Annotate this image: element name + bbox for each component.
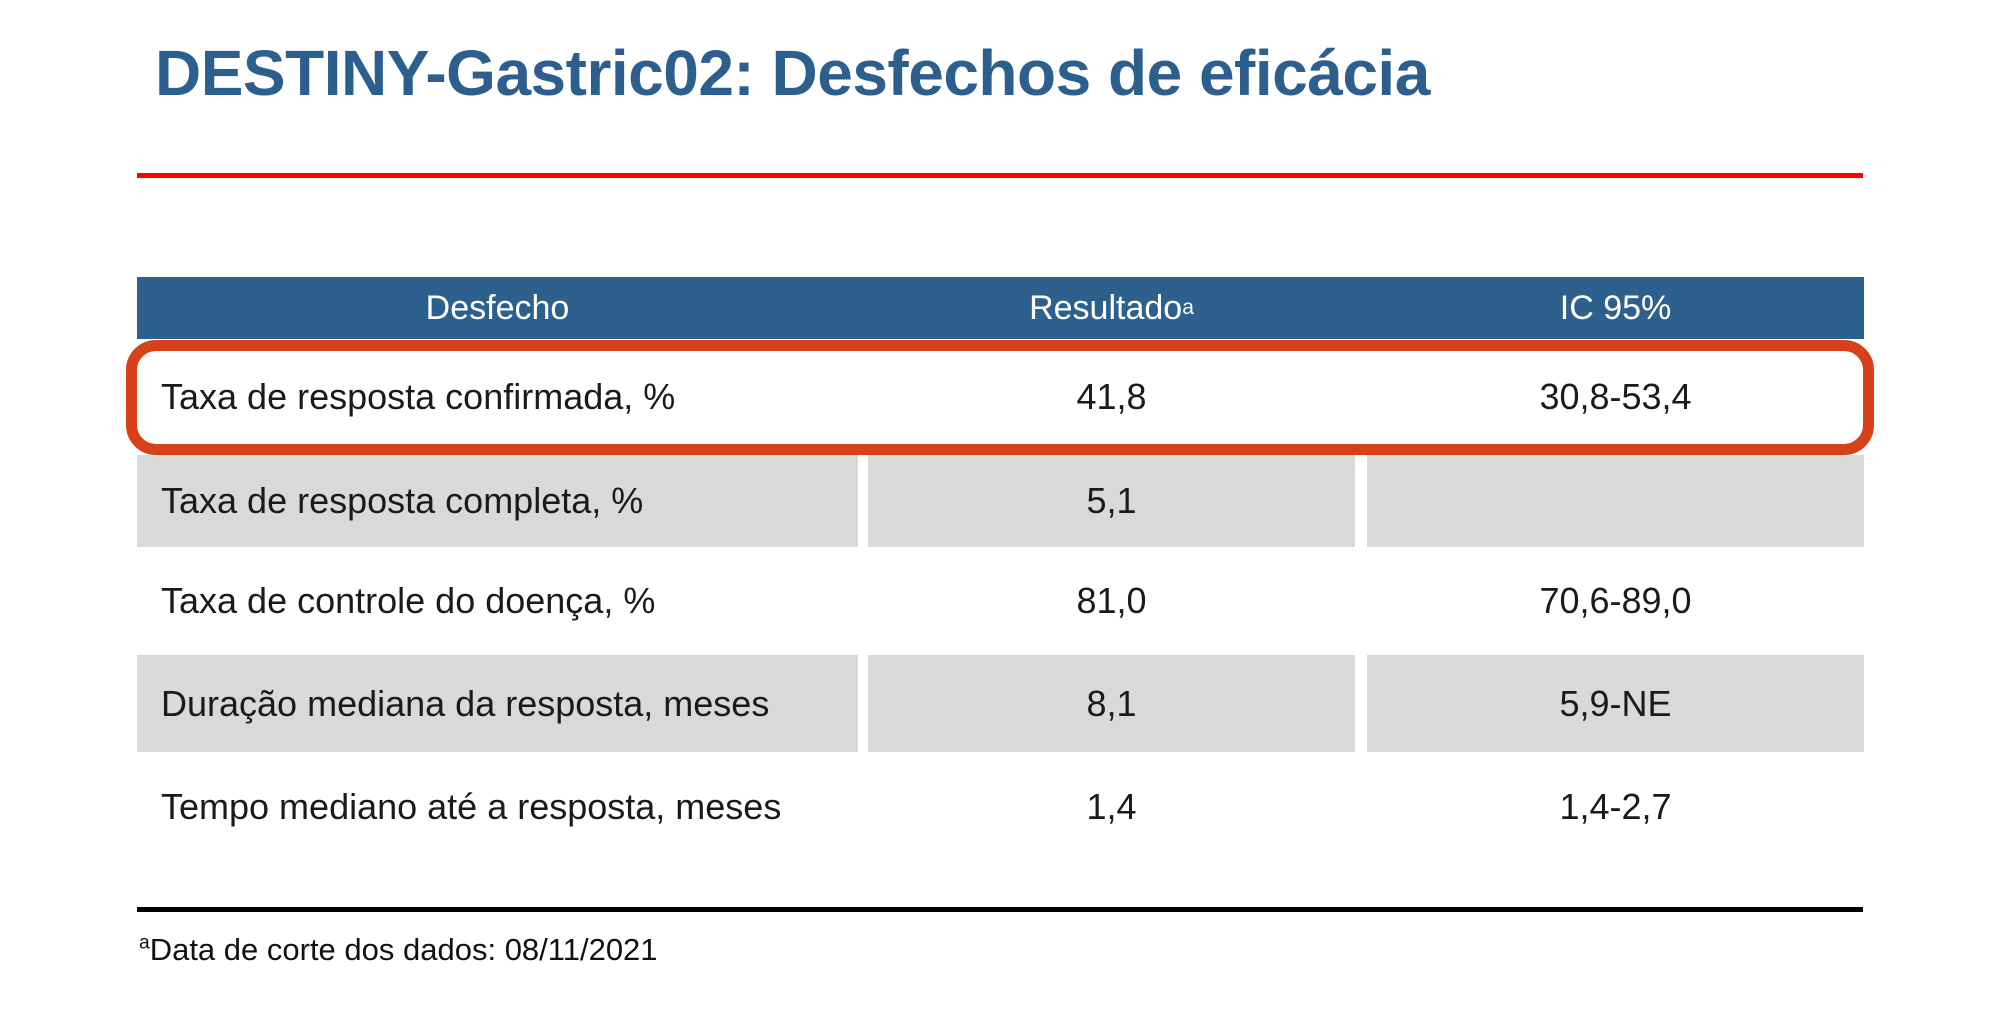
ci-cell: 5,9-NE — [1367, 655, 1864, 752]
result-cell-text: 8,1 — [1086, 682, 1137, 724]
result-cell-text: 5,1 — [1086, 480, 1137, 521]
outcome-cell-text: Taxa de resposta confirmada, % — [161, 376, 676, 417]
column-header-label: IC 95% — [1559, 288, 1672, 327]
result-cell: 81,0 — [868, 547, 1355, 655]
outcome-cell: Tempo mediano até a resposta, meses — [137, 752, 858, 862]
table-row: Tempo mediano até a resposta, meses 1,4 1,… — [137, 752, 1864, 862]
ci-cell-text: 5,9-NE — [1559, 682, 1672, 724]
result-cell: 41,8 — [868, 339, 1355, 455]
ci-cell — [1367, 455, 1864, 547]
column-gap — [1355, 752, 1367, 862]
footnote-text: Data de corte dos dados: 08/11/2021 — [149, 932, 658, 967]
column-gap — [858, 339, 868, 455]
result-cell-text: 81,0 — [1076, 580, 1147, 621]
column-header-resultado: Resultado a — [1029, 288, 1194, 327]
ci-cell: 1,4-2,7 — [1367, 752, 1864, 862]
footnote-marker: a — [139, 932, 150, 954]
column-header-label: Desfecho — [425, 288, 570, 327]
outcome-cell-text: Tempo mediano até a resposta, meses — [161, 786, 782, 827]
outcome-cell: Taxa de resposta confirmada, % — [137, 339, 858, 455]
column-header-desfecho: Desfecho — [137, 277, 858, 339]
ci-cell-text: 30,8-53,4 — [1539, 376, 1692, 417]
ci-cell-text: 70,6-89,0 — [1539, 580, 1692, 621]
outcome-cell-text: Taxa de controle do doença, % — [161, 580, 656, 621]
efficacy-table: Desfecho Resultado a IC 95% Taxa de respo… — [137, 277, 1864, 862]
outcome-cell-text: Taxa de resposta completa, % — [161, 480, 644, 521]
column-gap — [1355, 277, 1367, 339]
result-cell: 1,4 — [868, 752, 1355, 862]
result-cell-text: 1,4 — [1086, 786, 1137, 827]
column-gap — [858, 752, 868, 862]
title-underline-rule — [137, 173, 1863, 178]
result-cell-text: 41,8 — [1076, 376, 1147, 417]
table-header-row: Desfecho Resultado a IC 95% — [137, 277, 1864, 339]
outcome-cell-text: Duração mediana da resposta, meses — [161, 682, 770, 724]
column-gap — [1355, 455, 1367, 547]
column-header-ic95: IC 95% — [1367, 277, 1864, 339]
footer-divider-rule — [137, 907, 1863, 912]
ci-cell: 30,8-53,4 — [1367, 339, 1864, 455]
table-row: Taxa de controle do doença, % 81,0 70,6-89… — [137, 547, 1864, 655]
column-gap — [1355, 339, 1367, 455]
column-gap — [858, 277, 868, 339]
column-gap — [858, 547, 868, 655]
column-header-label: Resultado — [1029, 288, 1183, 327]
table-body: Taxa de resposta confirmada, % 41,8 30,8-5… — [137, 339, 1864, 862]
column-gap — [858, 455, 868, 547]
column-gap — [1355, 655, 1367, 752]
outcome-cell: Taxa de controle do doença, % — [137, 547, 858, 655]
result-cell: 8,1 — [868, 655, 1355, 752]
column-gap — [858, 655, 868, 752]
table-row: Taxa de resposta completa, % 5,1 — [137, 455, 1864, 547]
table-row: Duração mediana da resposta, meses 8,1 5,9… — [137, 655, 1864, 752]
column-gap — [1355, 547, 1367, 655]
page-title: DESTINY-Gastric02: Desfechos de eficácia — [155, 37, 1430, 109]
ci-cell: 70,6-89,0 — [1367, 547, 1864, 655]
outcome-cell: Taxa de resposta completa, % — [137, 455, 858, 547]
footnote: aData de corte dos dados: 08/11/2021 — [139, 932, 658, 968]
ci-cell-text: 1,4-2,7 — [1559, 786, 1672, 827]
result-cell: 5,1 — [868, 455, 1355, 547]
table-row-highlighted: Taxa de resposta confirmada, % 41,8 30,8-5… — [137, 339, 1864, 455]
outcome-cell: Duração mediana da resposta, meses — [137, 655, 858, 752]
